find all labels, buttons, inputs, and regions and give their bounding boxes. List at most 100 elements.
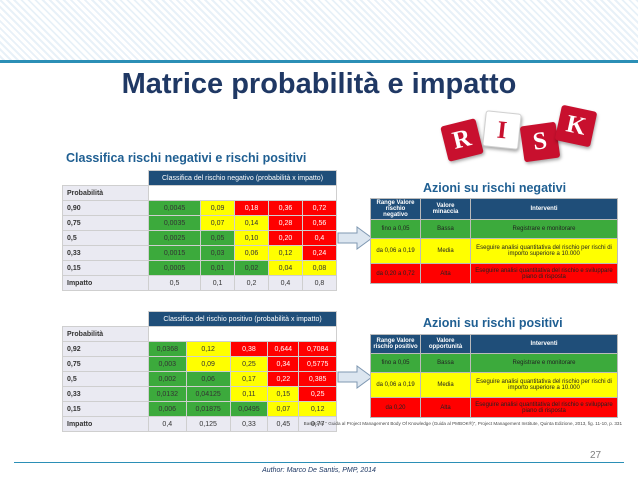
matrix-cell: 0,24 <box>301 245 338 261</box>
risk-tile-k: K <box>554 104 598 148</box>
matrix-cell: 0,17 <box>229 371 269 387</box>
impact-value: 0,125 <box>185 416 231 432</box>
column-header: Interventi <box>470 198 618 220</box>
negative-actions-table: Range Valore rischio negativo Valore min… <box>370 198 618 284</box>
matrix-cell: 0,14 <box>234 215 269 231</box>
matrix-cell: 0,04125 <box>185 386 231 402</box>
header-divider <box>0 60 638 63</box>
column-header: Range Valore rischio positivo <box>370 334 421 354</box>
slide-title: Matrice probabilità e impatto <box>121 68 517 100</box>
prob-value: 0,33 <box>62 245 149 261</box>
matrix-cell: 0,05 <box>200 230 236 246</box>
matrix-cell: 0,12 <box>267 245 303 261</box>
matrix-cell: 0,01875 <box>185 401 231 417</box>
table-row: fino a 0,05 Bassa Registrare e monitorar… <box>370 353 618 373</box>
table-row: 0,92 0,0368 0,12 0,38 0,644 0,7084 <box>62 341 337 357</box>
matrix-cell: 0,5775 <box>298 356 337 372</box>
matrix-cell: 0,34 <box>267 356 300 372</box>
right-arrow-icon <box>337 226 373 250</box>
matrix-cell: 0,02 <box>234 260 269 276</box>
table-row: 0,15 0,0005 0,01 0,02 0,04 0,08 <box>62 260 338 276</box>
page-number: 27 <box>590 450 602 461</box>
prob-value: 0,75 <box>62 356 149 372</box>
impact-value: 0,8 <box>301 275 338 291</box>
matrix-cell: 0,22 <box>267 371 300 387</box>
table-row: da 0,06 a 0,19 Media Eseguire analisi qu… <box>370 238 618 264</box>
impact-value: 0,4 <box>148 416 187 432</box>
table-row: 0,75 0,003 0,09 0,25 0,34 0,5775 <box>62 356 337 372</box>
prob-value: 0,15 <box>62 260 149 276</box>
matrix-header: Classifica del rischio negativo (probabi… <box>148 170 337 186</box>
matrix-cell: 0,644 <box>267 341 300 357</box>
azioni-negativi-label: Azioni su rischi negativi <box>423 181 567 195</box>
matrix-cell: 0,12 <box>185 341 231 357</box>
matrix-cell: 0,56 <box>301 215 338 231</box>
decorative-header-band <box>0 0 638 62</box>
matrix-cell: 0,20 <box>267 230 303 246</box>
matrix-cell: 0,36 <box>267 200 303 216</box>
matrix-cell: 0,0495 <box>229 401 269 417</box>
matrix-cell: 0,003 <box>148 356 187 372</box>
matrix-cell: 0,0015 <box>147 245 202 261</box>
matrix-cell: 0,7084 <box>298 341 337 357</box>
prob-value: 0,5 <box>62 371 149 387</box>
matrix-cell: 0,15 <box>267 386 300 402</box>
impact-value: 0,5 <box>147 275 202 291</box>
negative-risk-matrix: Classifica del rischio negativo (probabi… <box>62 170 338 291</box>
risk-tile-s: S <box>519 121 561 163</box>
table-row: 0,33 0,0132 0,04125 0,11 0,15 0,25 <box>62 386 337 402</box>
footer-divider <box>14 462 624 463</box>
matrix-cell: 0,0368 <box>148 341 187 357</box>
impact-label: Impatto <box>62 275 149 291</box>
prob-value: 0,75 <box>62 215 149 231</box>
table-row: 0,15 0,006 0,01875 0,0495 0,07 0,12 <box>62 401 337 417</box>
azioni-positivi-label: Azioni su rischi positivi <box>423 316 563 330</box>
impact-value: 0,45 <box>267 416 300 432</box>
positive-actions-table: Range Valore rischio positivo Valore opp… <box>370 334 618 418</box>
table-row: 0,5 0,002 0,06 0,17 0,22 0,385 <box>62 371 337 387</box>
risk-logo: R I S K <box>440 100 598 172</box>
right-arrow-icon <box>337 365 373 389</box>
prob-value: 0,15 <box>62 401 149 417</box>
table-row: 0,5 0,0025 0,05 0,10 0,20 0,4 <box>62 230 338 246</box>
risk-tile-r: R <box>440 118 484 162</box>
prob-value: 0,5 <box>62 230 149 246</box>
matrix-cell: 0,0005 <box>147 260 202 276</box>
matrix-cell: 0,25 <box>298 386 337 402</box>
prob-label: Probabilità <box>62 185 149 201</box>
matrix-cell: 0,0035 <box>147 215 202 231</box>
matrix-cell: 0,002 <box>148 371 187 387</box>
impact-label: Impatto <box>62 416 149 432</box>
matrix-cell: 0,0132 <box>148 386 187 402</box>
positive-risk-matrix: Classifica del rischio positivo (probabi… <box>62 311 337 432</box>
matrix-cell: 0,25 <box>229 356 269 372</box>
table-row: da 0,06 a 0,19 Media Eseguire analisi qu… <box>370 372 618 398</box>
matrix-cell: 0,09 <box>200 200 236 216</box>
matrix-cell: 0,385 <box>298 371 337 387</box>
matrix-cell: 0,03 <box>200 245 236 261</box>
matrix-cell: 0,4 <box>301 230 338 246</box>
matrix-cell: 0,07 <box>267 401 300 417</box>
table-row: fino a 0,05 Bassa Registrare e monitorar… <box>370 219 618 239</box>
matrix-cell: 0,18 <box>234 200 269 216</box>
column-header: Valore minaccia <box>420 198 471 220</box>
impact-value: 0,4 <box>267 275 303 291</box>
table-row: da 0,20 Alta Eseguire analisi quantitati… <box>370 397 618 418</box>
classifica-label: Classifica rischi negativi e rischi posi… <box>66 151 307 165</box>
matrix-cell: 0,0025 <box>147 230 202 246</box>
impact-value: 0,2 <box>234 275 269 291</box>
impact-value: 0,1 <box>200 275 236 291</box>
matrix-header: Classifica del rischio positivo (probabi… <box>148 311 337 327</box>
prob-value: 0,33 <box>62 386 149 402</box>
table-row: da 0,20 a 0,72 Alta Eseguire analisi qua… <box>370 263 618 284</box>
matrix-cell: 0,06 <box>185 371 231 387</box>
matrix-cell: 0,07 <box>200 215 236 231</box>
impact-row: Impatto 0,4 0,125 0,33 0,45 0,77 <box>62 416 337 432</box>
table-row: 0,90 0,0045 0,09 0,18 0,36 0,72 <box>62 200 338 216</box>
source-citation: Basato su " Guida al Project Management … <box>303 421 622 426</box>
table-row: 0,33 0,0015 0,03 0,06 0,12 0,24 <box>62 245 338 261</box>
matrix-cell: 0,01 <box>200 260 236 276</box>
impact-value: 0,33 <box>229 416 269 432</box>
risk-tile-i: I <box>482 110 522 150</box>
impact-value: 0,77 <box>298 416 337 432</box>
